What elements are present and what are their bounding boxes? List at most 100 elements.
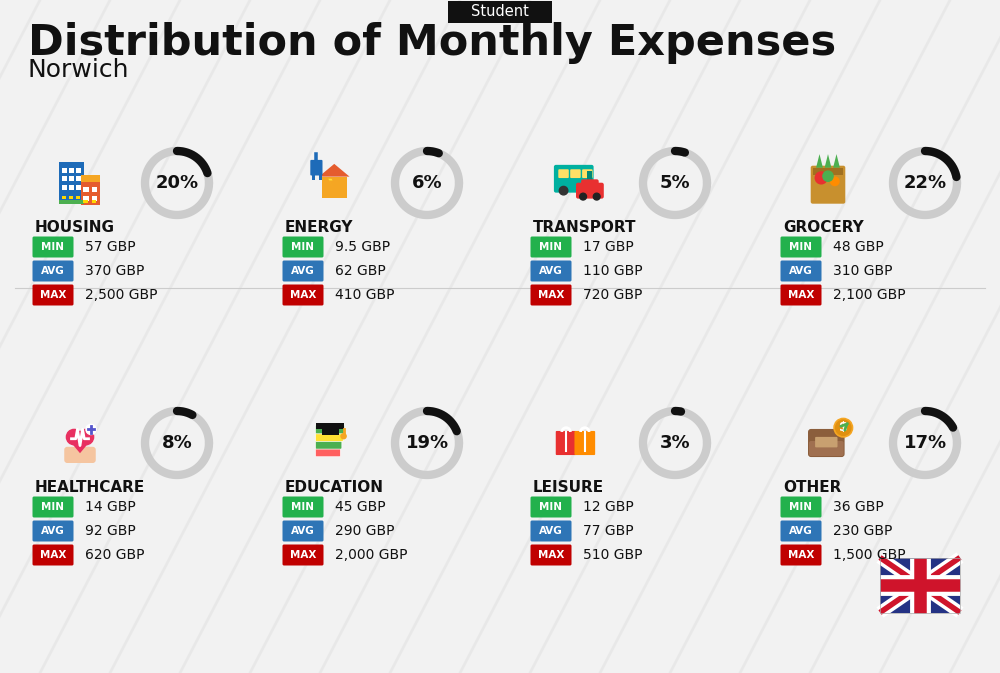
FancyBboxPatch shape: [59, 162, 84, 204]
FancyBboxPatch shape: [59, 200, 84, 204]
Text: AVG: AVG: [789, 266, 813, 276]
FancyBboxPatch shape: [92, 200, 96, 203]
FancyBboxPatch shape: [62, 168, 67, 173]
FancyBboxPatch shape: [322, 176, 347, 198]
Text: 3%: 3%: [660, 434, 690, 452]
Text: 92 GBP: 92 GBP: [85, 524, 136, 538]
FancyBboxPatch shape: [586, 171, 592, 183]
FancyBboxPatch shape: [780, 497, 822, 518]
Text: MAX: MAX: [40, 550, 66, 560]
Text: 48 GBP: 48 GBP: [833, 240, 884, 254]
Text: 5%: 5%: [660, 174, 690, 192]
FancyBboxPatch shape: [69, 184, 74, 190]
FancyBboxPatch shape: [582, 169, 593, 178]
Circle shape: [86, 424, 96, 435]
FancyBboxPatch shape: [809, 441, 844, 456]
FancyBboxPatch shape: [32, 236, 74, 258]
Text: 510 GBP: 510 GBP: [583, 548, 642, 562]
Text: MIN: MIN: [790, 242, 812, 252]
Circle shape: [593, 193, 600, 200]
FancyBboxPatch shape: [448, 1, 552, 23]
Text: 8%: 8%: [162, 434, 192, 452]
FancyBboxPatch shape: [310, 160, 322, 176]
FancyBboxPatch shape: [32, 544, 74, 565]
FancyBboxPatch shape: [83, 200, 88, 203]
Circle shape: [815, 172, 827, 184]
Circle shape: [580, 186, 588, 195]
Text: 22%: 22%: [903, 174, 947, 192]
Text: 6%: 6%: [412, 174, 442, 192]
FancyBboxPatch shape: [811, 166, 845, 204]
Text: GROCERY: GROCERY: [783, 219, 864, 234]
Text: HEALTHCARE: HEALTHCARE: [35, 479, 145, 495]
Text: 36 GBP: 36 GBP: [833, 500, 884, 514]
Text: $: $: [839, 421, 848, 434]
FancyBboxPatch shape: [780, 236, 822, 258]
Circle shape: [834, 419, 853, 437]
Text: AVG: AVG: [789, 526, 813, 536]
FancyBboxPatch shape: [32, 285, 74, 306]
Text: AVG: AVG: [41, 526, 65, 536]
Text: MIN: MIN: [292, 242, 314, 252]
Text: 9.5 GBP: 9.5 GBP: [335, 240, 390, 254]
FancyBboxPatch shape: [92, 187, 97, 192]
Text: OTHER: OTHER: [783, 479, 841, 495]
FancyBboxPatch shape: [62, 184, 67, 190]
FancyBboxPatch shape: [780, 544, 822, 565]
Text: MIN: MIN: [292, 502, 314, 512]
FancyBboxPatch shape: [283, 520, 324, 542]
Text: 19%: 19%: [405, 434, 449, 452]
FancyBboxPatch shape: [81, 175, 100, 182]
FancyBboxPatch shape: [315, 448, 341, 457]
Circle shape: [836, 420, 851, 435]
Text: AVG: AVG: [539, 266, 563, 276]
FancyBboxPatch shape: [32, 260, 74, 281]
Text: MIN: MIN: [42, 242, 64, 252]
Text: 2,000 GBP: 2,000 GBP: [335, 548, 408, 562]
Text: LEISURE: LEISURE: [533, 479, 604, 495]
FancyBboxPatch shape: [556, 431, 576, 455]
FancyBboxPatch shape: [808, 429, 845, 457]
Text: 1,500 GBP: 1,500 GBP: [833, 548, 906, 562]
FancyBboxPatch shape: [64, 447, 96, 463]
Text: 2,100 GBP: 2,100 GBP: [833, 288, 906, 302]
Circle shape: [823, 171, 833, 181]
FancyBboxPatch shape: [780, 260, 822, 281]
Text: MAX: MAX: [538, 550, 564, 560]
Circle shape: [580, 193, 586, 200]
FancyBboxPatch shape: [283, 285, 324, 306]
Text: MAX: MAX: [40, 290, 66, 300]
FancyBboxPatch shape: [530, 520, 572, 542]
FancyBboxPatch shape: [76, 196, 80, 199]
Text: TRANSPORT: TRANSPORT: [533, 219, 637, 234]
FancyBboxPatch shape: [62, 196, 66, 199]
Text: 62 GBP: 62 GBP: [335, 264, 386, 278]
FancyBboxPatch shape: [558, 169, 569, 178]
FancyBboxPatch shape: [76, 168, 81, 173]
Text: 57 GBP: 57 GBP: [85, 240, 136, 254]
FancyBboxPatch shape: [69, 196, 73, 199]
Text: 17 GBP: 17 GBP: [583, 240, 634, 254]
Text: 77 GBP: 77 GBP: [583, 524, 634, 538]
FancyBboxPatch shape: [312, 174, 315, 180]
FancyBboxPatch shape: [530, 544, 572, 565]
Circle shape: [78, 429, 94, 445]
Text: 45 GBP: 45 GBP: [335, 500, 386, 514]
Text: Student: Student: [471, 5, 529, 20]
FancyBboxPatch shape: [554, 165, 594, 192]
FancyBboxPatch shape: [283, 260, 324, 281]
Text: MIN: MIN: [540, 242, 562, 252]
FancyBboxPatch shape: [813, 168, 843, 174]
FancyBboxPatch shape: [83, 187, 88, 192]
FancyBboxPatch shape: [530, 260, 572, 281]
Polygon shape: [816, 154, 823, 168]
Text: MAX: MAX: [538, 290, 564, 300]
FancyBboxPatch shape: [880, 557, 960, 612]
Polygon shape: [66, 437, 94, 453]
Text: 110 GBP: 110 GBP: [583, 264, 643, 278]
Text: ENERGY: ENERGY: [285, 219, 354, 234]
FancyBboxPatch shape: [780, 520, 822, 542]
Text: AVG: AVG: [291, 266, 315, 276]
FancyBboxPatch shape: [92, 196, 97, 201]
Text: HOUSING: HOUSING: [35, 219, 115, 234]
